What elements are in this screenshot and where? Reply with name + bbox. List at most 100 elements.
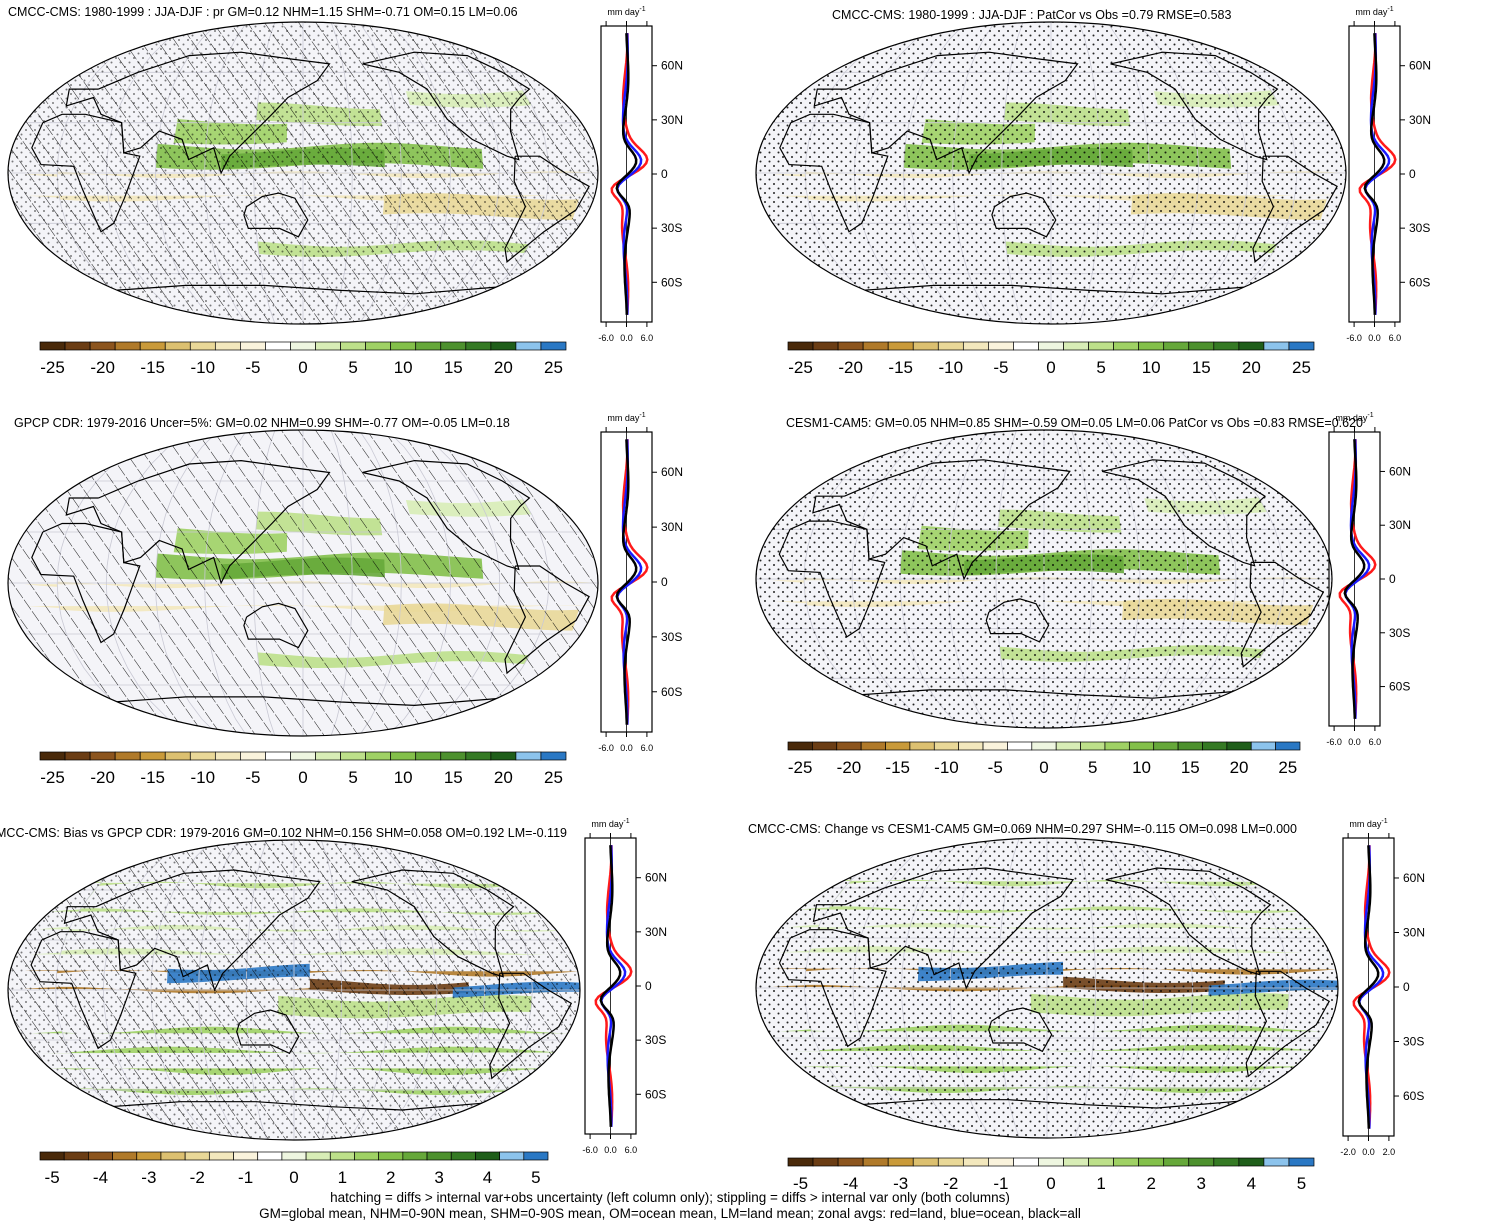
colorbar-swatch xyxy=(402,1151,428,1161)
zonal-ytick-label: 60S xyxy=(1409,275,1430,289)
colorbar-swatch xyxy=(958,741,984,751)
colorbar-swatch xyxy=(1188,1157,1215,1167)
colorbar-label: -5 xyxy=(988,758,1003,777)
colorbar-swatch xyxy=(139,751,166,761)
zonal-ytick-label: 0 xyxy=(1403,980,1410,994)
zonal-all-curve xyxy=(1343,439,1366,719)
colorbar-swatch xyxy=(290,751,316,761)
zonal-ytick-label: 30N xyxy=(661,113,683,127)
colorbar-swatch xyxy=(490,751,517,761)
colorbar-label: -20 xyxy=(90,358,115,377)
zonal-ytick-label: 30S xyxy=(661,221,682,235)
colorbar-swatch xyxy=(1080,741,1106,751)
zonal-xtick-label: 0.0 xyxy=(620,333,633,343)
colorbar-label: 5 xyxy=(348,358,357,377)
colorbar-tr: -25 -20 -15 -10 -5 0 5 10 15 20 25 xyxy=(787,341,1315,377)
colorbar-label: -10 xyxy=(191,768,216,787)
colorbar-swatch xyxy=(329,1151,355,1161)
colorbar-label: -5 xyxy=(793,1174,808,1193)
colorbar-swatch xyxy=(812,741,838,751)
colorbar-swatch xyxy=(1213,341,1240,351)
map-outline xyxy=(7,21,599,325)
map-outline xyxy=(7,429,599,737)
colorbar-swatch xyxy=(1038,341,1064,351)
colorbar-label: -1 xyxy=(993,1174,1008,1193)
colorbar-label: 5 xyxy=(1088,758,1097,777)
colorbar-label: 5 xyxy=(348,768,357,787)
colorbar-swatch xyxy=(1288,341,1315,351)
zonal-plot-br: mm day-1 -2.0 0.0 2.0 60N 30N 0 30S 60S xyxy=(1340,818,1425,1157)
stippling-overlay xyxy=(756,22,1346,324)
colorbar-swatch xyxy=(160,1151,186,1161)
colorbar-swatch xyxy=(164,341,191,351)
zonal-ytick-label: 30S xyxy=(1409,221,1430,235)
colorbar-swatch xyxy=(184,1151,210,1161)
zonal-xtick-label: -2.0 xyxy=(1340,1147,1356,1157)
colorbar-mr: -25 -20 -15 -10 -5 0 5 10 15 20 25 xyxy=(787,741,1301,777)
map-br xyxy=(755,837,1339,1139)
colorbar-swatch xyxy=(208,1151,234,1161)
zonal-ytick-label: 30N xyxy=(661,520,683,534)
colorbar-label: -10 xyxy=(934,758,959,777)
colorbar-swatch xyxy=(962,341,989,351)
colorbar-swatch xyxy=(1013,1157,1039,1167)
zonal-ytick-label: 60S xyxy=(661,685,682,699)
colorbar-label: 2 xyxy=(386,1168,395,1187)
map-field xyxy=(8,430,598,736)
colorbar-label: 4 xyxy=(483,1168,492,1187)
colorbar-swatch xyxy=(887,1157,914,1167)
colorbar-swatch xyxy=(862,1157,889,1167)
colorbar-swatch xyxy=(426,1151,452,1161)
colorbar-swatch xyxy=(1088,341,1114,351)
colorbar-swatch xyxy=(378,1151,404,1161)
colorbar-label: 20 xyxy=(494,358,513,377)
colorbar-label: 15 xyxy=(1192,358,1211,377)
footer-line-2: GM=global mean, NHM=0-90N mean, SHM=0-90… xyxy=(259,1206,1081,1221)
colorbar-label: 25 xyxy=(1278,758,1297,777)
zonal-plot-tl: mm day-1 -6.0 0.0 6.0 60N 30N 0 30S 60S xyxy=(598,6,683,343)
zonal-xtick-label: -6.0 xyxy=(598,743,614,753)
colorbar-swatch xyxy=(465,341,492,351)
zonal-ytick-label: 60N xyxy=(1409,59,1431,73)
colorbar-tl: -25 -20 -15 -10 -5 0 5 10 15 20 25 xyxy=(39,341,567,377)
colorbar-label: 3 xyxy=(1197,1174,1206,1193)
colorbar-label: 25 xyxy=(1292,358,1311,377)
colorbar-swatch xyxy=(64,341,91,351)
colorbar-swatch xyxy=(1188,341,1215,351)
zonal-unit-label: mm day-1 xyxy=(607,412,645,423)
hatching-overlay xyxy=(8,430,598,736)
colorbar-swatch xyxy=(265,751,291,761)
map-outline xyxy=(755,837,1339,1139)
colorbar-label: -10 xyxy=(191,358,216,377)
colorbar-swatch xyxy=(214,341,241,351)
zonal-ytick-label: 30S xyxy=(645,1033,666,1047)
colorbar-swatch xyxy=(1113,341,1140,351)
colorbar-swatch xyxy=(988,341,1014,351)
zonal-xtick-label: -6.0 xyxy=(1326,737,1342,747)
colorbar-swatch xyxy=(1288,1157,1315,1167)
colorbar-swatch xyxy=(499,1151,525,1161)
zonal-xtick-label: -6.0 xyxy=(1346,333,1362,343)
map-outline xyxy=(755,429,1333,729)
colorbar-swatch xyxy=(515,751,542,761)
colorbar-swatch xyxy=(189,341,216,351)
colorbar-label: -5 xyxy=(45,1168,60,1187)
map-ml xyxy=(7,429,599,737)
panel-title-ml: GPCP CDR: 1979-2016 Uncer=5%: GM=0.02 NH… xyxy=(14,416,510,430)
colorbar-swatch xyxy=(39,751,66,761)
panel-title-bl: MCC-CMS: Bias vs GPCP CDR: 1979-2016 GM=… xyxy=(0,826,567,840)
colorbar-swatch xyxy=(64,751,91,761)
zonal-xtick-label: 6.0 xyxy=(1369,737,1382,747)
zonal-unit-label: mm day-1 xyxy=(1355,6,1393,17)
colorbar-swatch xyxy=(189,751,216,761)
zonal-unit-label: mm day-1 xyxy=(1335,412,1373,423)
zonal-ytick-label: 60N xyxy=(661,465,683,479)
zonal-unit-exponent: -1 xyxy=(1367,412,1373,419)
colorbar-swatch xyxy=(1238,1157,1265,1167)
colorbar-label: -15 xyxy=(140,358,165,377)
colorbar-swatch xyxy=(390,751,417,761)
zonal-all-curve xyxy=(615,439,638,725)
colorbar-swatch xyxy=(475,1151,500,1161)
colorbar-swatch xyxy=(1113,1157,1140,1167)
colorbar-br: -5 -4 -3 -2 -1 0 1 2 3 4 5 xyxy=(787,1157,1315,1193)
